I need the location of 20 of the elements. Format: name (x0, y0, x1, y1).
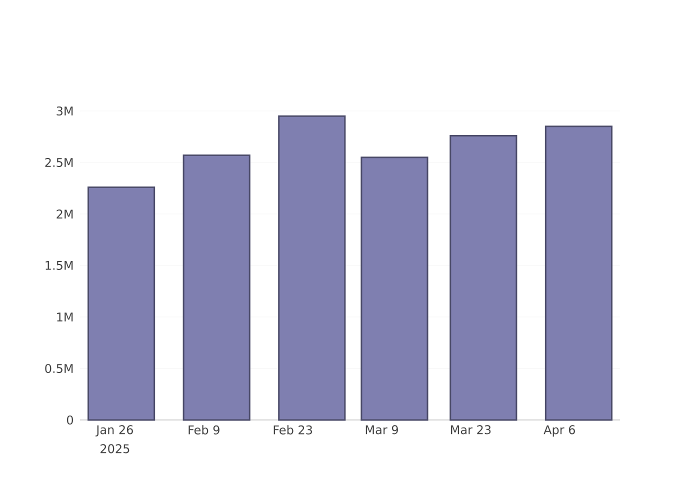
x-tick-label: Feb 23 (274, 425, 312, 434)
x-tick-label: Jan 26 (96, 425, 133, 436)
y-tick-label: 0.5M (45, 364, 73, 374)
x-tick-label: Feb 9 (188, 425, 220, 434)
y-tick-label: 3M (56, 106, 73, 116)
y-tick-label: 1M (57, 312, 73, 322)
y-tick-label: 2M (56, 210, 73, 218)
bar (450, 134, 518, 421)
x-tick-label: Mar 23 (451, 425, 491, 434)
bar (544, 126, 612, 421)
bar (88, 186, 156, 421)
x-tick-label: Apr 6 (544, 425, 575, 437)
y-tick-label: 2.5M (45, 158, 73, 168)
bar (182, 154, 250, 421)
text: 2025 (100, 444, 130, 454)
x-tick-label: Mar 9 (366, 425, 398, 434)
y-tick-label: 0 (66, 415, 74, 425)
bar (278, 115, 346, 421)
y-tick-label: 1.5M (46, 261, 73, 270)
bar (360, 156, 428, 421)
